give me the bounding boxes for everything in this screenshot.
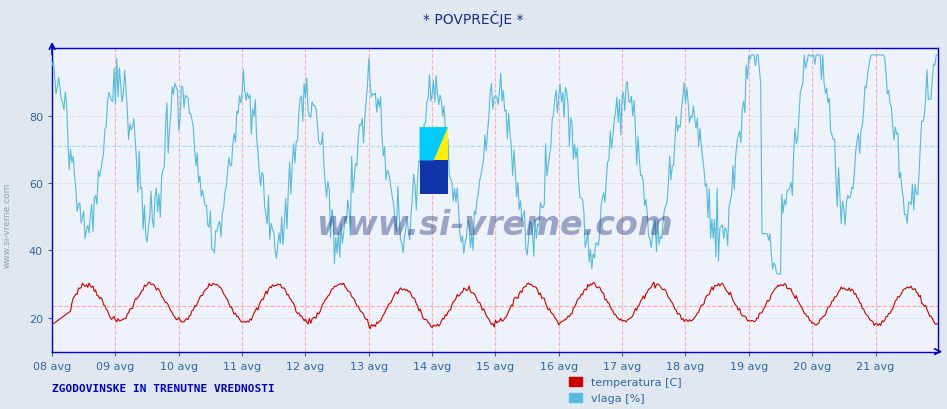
Bar xyxy=(420,161,448,194)
Text: www.si-vreme.com: www.si-vreme.com xyxy=(3,182,12,267)
Text: * POVPREČJE *: * POVPREČJE * xyxy=(423,10,524,27)
Polygon shape xyxy=(420,128,448,161)
Text: www.si-vreme.com: www.si-vreme.com xyxy=(316,208,673,241)
Legend: temperatura [C], vlaga [%]: temperatura [C], vlaga [%] xyxy=(568,377,682,403)
Text: ZGODOVINSKE IN TRENUTNE VREDNOSTI: ZGODOVINSKE IN TRENUTNE VREDNOSTI xyxy=(52,384,275,393)
Polygon shape xyxy=(434,128,448,161)
